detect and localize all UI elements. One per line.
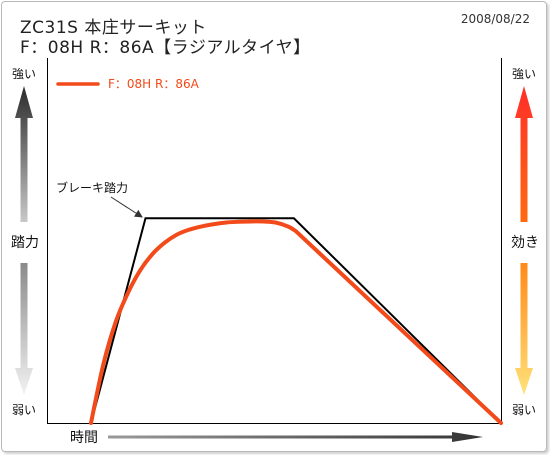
right-axis-top-label: 強い xyxy=(512,67,536,81)
right-axis-bottom-label: 弱い xyxy=(512,403,536,417)
left-axis-top-label: 強い xyxy=(12,67,36,81)
left-axis-bottom-label: 弱い xyxy=(12,403,36,417)
left-axis-title: 踏力 xyxy=(11,235,39,251)
chart-title: ZC31S 本庄サーキット xyxy=(20,18,207,38)
x-axis-title: 時間 xyxy=(70,430,98,446)
chart-subtitle: F：08H R：86A【ラジアルタイヤ】 xyxy=(20,38,311,58)
legend-label: F：08H R：86A xyxy=(108,77,200,91)
series-effect-line xyxy=(89,219,503,425)
brake-annotation-label: ブレーキ踏力 xyxy=(56,180,128,195)
right-axis-title: 効き xyxy=(511,235,539,251)
time-arrow-icon xyxy=(108,432,483,442)
right-arrow-up-icon xyxy=(515,86,533,222)
annotation-arrow xyxy=(110,196,143,218)
date-label: 2008/08/22 xyxy=(460,12,530,26)
series-brake-line xyxy=(90,217,502,424)
left-arrow-down-icon xyxy=(15,263,33,395)
left-arrow-up-icon xyxy=(15,86,33,222)
right-arrow-down-icon xyxy=(515,263,533,395)
